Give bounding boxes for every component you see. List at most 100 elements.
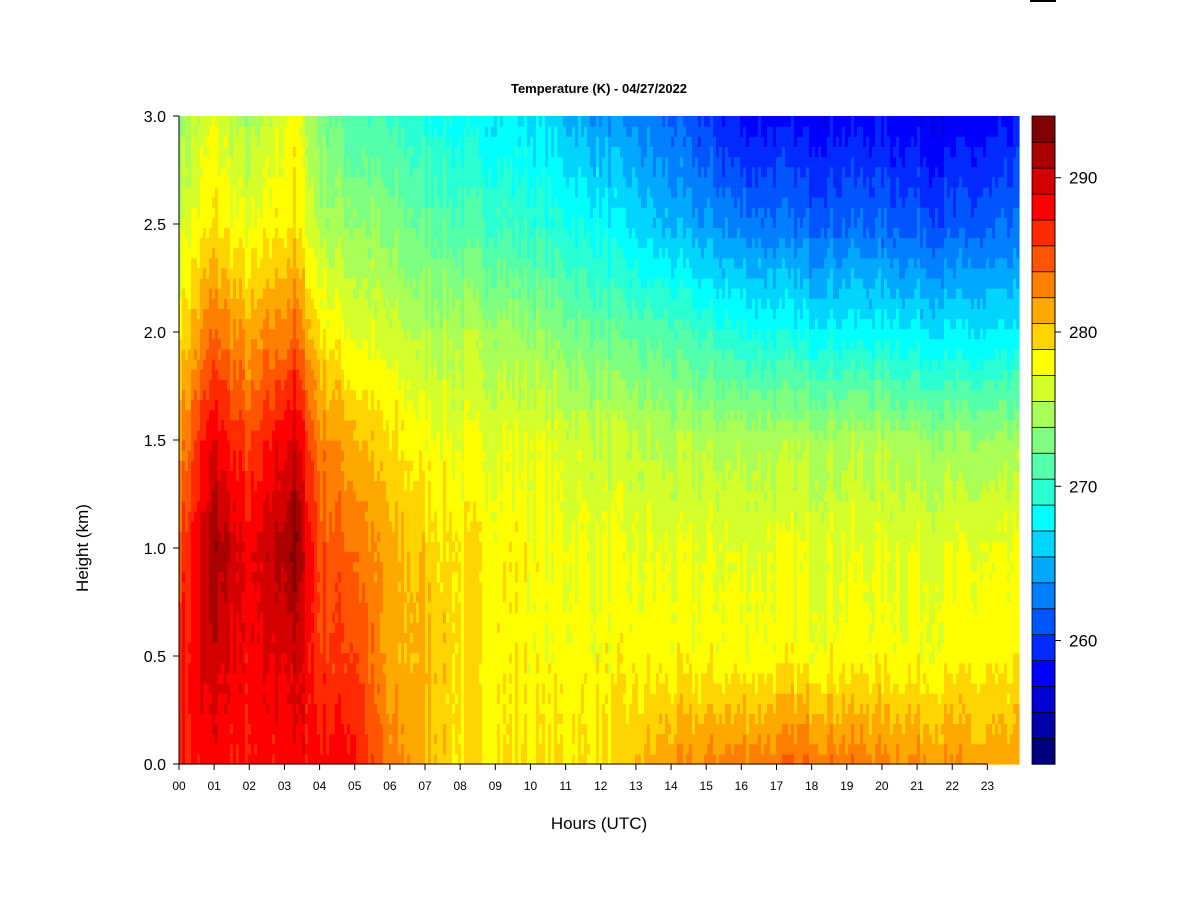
heatmap-cell xyxy=(245,338,249,350)
heatmap-cell xyxy=(275,632,279,644)
heatmap-cell xyxy=(236,308,240,320)
heatmap-cell xyxy=(215,227,219,239)
heatmap-cell xyxy=(263,369,267,380)
heatmap-cell xyxy=(272,237,276,249)
heatmap-cell xyxy=(275,359,279,370)
heatmap-cell xyxy=(254,500,258,512)
heatmap-cell xyxy=(221,460,225,471)
heatmap-cell xyxy=(227,551,231,563)
heatmap-cell xyxy=(266,207,270,218)
heatmap-cell xyxy=(275,379,279,390)
heatmap-cell xyxy=(191,267,195,279)
heatmap-cell xyxy=(290,743,294,755)
heatmap-cell xyxy=(212,207,216,218)
heatmap-cell xyxy=(185,217,189,228)
heatmap-cell xyxy=(260,338,264,350)
heatmap-cell xyxy=(185,723,189,735)
heatmap-cell xyxy=(209,278,213,289)
heatmap-cell xyxy=(188,176,192,188)
heatmap-cell xyxy=(215,510,219,522)
heatmap-cell xyxy=(227,176,231,188)
heatmap-cell xyxy=(290,581,294,593)
heatmap-cell xyxy=(269,348,273,360)
top-edge-mark xyxy=(1030,0,1056,2)
heatmap-cell xyxy=(257,642,261,654)
heatmap-cell xyxy=(197,116,201,127)
heatmap-cell xyxy=(287,267,291,279)
heatmap-cell xyxy=(233,126,237,137)
heatmap-cell xyxy=(215,521,219,532)
heatmap-cell xyxy=(182,440,186,451)
heatmap-cell xyxy=(200,662,204,674)
heatmap-cell xyxy=(263,672,267,684)
heatmap-cell xyxy=(224,753,228,765)
heatmap-cell xyxy=(185,753,189,765)
heatmap-cell xyxy=(278,419,282,431)
heatmap-cell xyxy=(188,551,192,563)
heatmap-cell xyxy=(269,743,273,755)
heatmap-cell xyxy=(290,419,294,431)
heatmap-cell xyxy=(242,328,246,340)
heatmap-cell xyxy=(179,197,183,208)
heatmap-cell xyxy=(200,186,204,198)
heatmap-cell xyxy=(248,743,252,755)
heatmap-cell xyxy=(233,308,237,320)
heatmap-cell xyxy=(191,207,195,218)
heatmap-cell xyxy=(203,146,207,158)
heatmap-cell xyxy=(263,318,267,330)
heatmap-cell xyxy=(251,733,255,745)
heatmap-cell xyxy=(260,429,264,441)
heatmap-cell xyxy=(221,348,225,360)
heatmap-cell xyxy=(245,480,249,492)
heatmap-cell xyxy=(203,632,207,644)
heatmap-cell xyxy=(266,146,270,158)
heatmap-cell xyxy=(206,510,210,522)
heatmap-cell xyxy=(239,267,243,279)
heatmap-cell xyxy=(236,298,240,309)
heatmap-cell xyxy=(281,369,285,380)
heatmap-cell xyxy=(260,723,264,735)
heatmap-cell xyxy=(191,440,195,451)
heatmap-cell xyxy=(185,247,189,259)
heatmap-cell xyxy=(284,541,288,552)
heatmap-cell xyxy=(242,632,246,644)
heatmap-cell xyxy=(233,632,237,644)
heatmap-cell xyxy=(287,308,291,320)
heatmap-cell xyxy=(212,541,216,552)
heatmap-cell xyxy=(227,541,231,552)
heatmap-cell xyxy=(182,146,186,158)
heatmap-cell xyxy=(212,419,216,431)
heatmap-cell xyxy=(188,713,192,725)
heatmap-cell xyxy=(251,298,255,309)
heatmap-cell xyxy=(281,308,285,320)
heatmap-cell xyxy=(254,247,258,259)
heatmap-cell xyxy=(251,510,255,522)
heatmap-cell xyxy=(215,267,219,279)
heatmap-cell xyxy=(221,328,225,340)
heatmap-cell xyxy=(206,247,210,259)
heatmap-cell xyxy=(182,197,186,208)
heatmap-cell xyxy=(245,642,249,654)
heatmap-cell xyxy=(236,693,240,704)
heatmap-cell xyxy=(272,146,276,158)
heatmap-cell xyxy=(248,470,252,482)
heatmap-cell xyxy=(212,440,216,451)
heatmap-cell xyxy=(272,136,276,147)
heatmap-cell xyxy=(236,389,240,401)
heatmap-cell xyxy=(290,440,294,451)
heatmap-cell xyxy=(185,389,189,401)
heatmap-cell xyxy=(290,298,294,309)
heatmap-cell xyxy=(233,116,237,127)
heatmap-cell xyxy=(221,642,225,654)
heatmap-cell xyxy=(182,713,186,725)
heatmap-cell xyxy=(221,510,225,522)
heatmap-cell xyxy=(278,389,282,401)
heatmap-cell xyxy=(263,642,267,654)
heatmap-cell xyxy=(290,359,294,370)
heatmap-cell xyxy=(275,733,279,745)
heatmap-cell xyxy=(248,652,252,664)
heatmap-cell xyxy=(212,713,216,725)
heatmap-cell xyxy=(263,602,267,613)
heatmap-cell xyxy=(212,267,216,279)
heatmap-cell xyxy=(221,571,225,583)
